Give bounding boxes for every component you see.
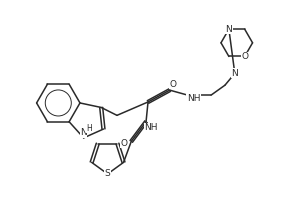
Text: H: H [87, 124, 92, 133]
Text: O: O [121, 139, 128, 148]
Text: O: O [169, 80, 176, 89]
Text: N: N [80, 128, 87, 137]
Text: O: O [241, 52, 248, 61]
Text: N: N [226, 25, 232, 34]
Text: NH: NH [187, 94, 200, 103]
Text: S: S [105, 169, 110, 178]
Text: N: N [231, 69, 238, 78]
Text: NH: NH [144, 123, 158, 132]
